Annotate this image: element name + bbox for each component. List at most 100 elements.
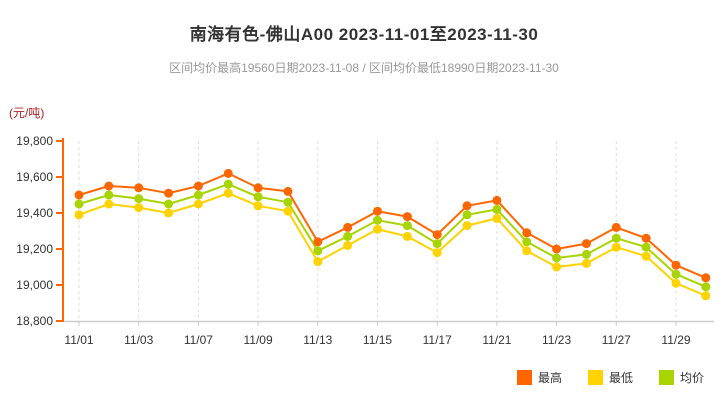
data-point-avg[interactable]	[402, 221, 412, 231]
data-point-avg[interactable]	[193, 190, 203, 200]
x-axis-label: 11/17	[423, 333, 452, 347]
x-axis-label: 11/29	[661, 333, 690, 347]
page-title: 南海有色-佛山A00 2023-11-01至2023-11-30	[189, 25, 539, 44]
data-point-avg[interactable]	[164, 199, 174, 209]
y-axis-label: 19,600	[16, 170, 53, 184]
data-point-max[interactable]	[641, 233, 651, 243]
y-axis-label: 19,800	[16, 134, 53, 148]
data-point-avg[interactable]	[432, 239, 442, 249]
data-point-avg[interactable]	[671, 269, 681, 279]
data-point-min[interactable]	[223, 188, 233, 198]
y-axis-label: 19,400	[16, 206, 53, 220]
data-point-max[interactable]	[193, 181, 203, 191]
data-point-avg[interactable]	[373, 215, 382, 225]
data-point-min[interactable]	[581, 258, 591, 268]
legend-label-avg: 均价	[679, 371, 704, 385]
chart-subtitle: 区间均价最高19560日期2023-11-08 / 区间均价最低18990日期2…	[169, 61, 559, 75]
data-point-min[interactable]	[313, 257, 323, 267]
legend-swatch-max	[516, 370, 532, 385]
legend-swatch-min	[587, 370, 603, 385]
data-point-max[interactable]	[223, 168, 233, 178]
data-point-min[interactable]	[373, 224, 382, 234]
data-point-min[interactable]	[74, 210, 84, 220]
data-point-max[interactable]	[253, 183, 263, 193]
data-point-avg[interactable]	[134, 194, 144, 204]
data-point-avg[interactable]	[283, 197, 293, 207]
data-point-min[interactable]	[492, 213, 502, 223]
x-axis-label: 11/07	[184, 333, 213, 347]
data-point-max[interactable]	[402, 212, 412, 222]
data-point-min[interactable]	[402, 231, 412, 241]
data-point-max[interactable]	[671, 260, 681, 270]
y-axis-label: 19,200	[16, 242, 53, 256]
data-point-min[interactable]	[134, 203, 144, 213]
data-point-avg[interactable]	[492, 204, 502, 214]
y-axis-label: 19,000	[16, 278, 53, 292]
series-line-avg	[78, 183, 707, 288]
data-point-min[interactable]	[611, 242, 621, 252]
data-point-max[interactable]	[283, 186, 293, 196]
data-point-min[interactable]	[641, 251, 651, 261]
data-point-min[interactable]	[432, 248, 442, 258]
data-point-max[interactable]	[74, 190, 84, 200]
x-axis-label: 11/23	[542, 333, 571, 347]
data-point-avg[interactable]	[313, 246, 323, 256]
data-point-min[interactable]	[462, 221, 472, 231]
x-axis-label: 11/13	[303, 333, 332, 347]
x-axis-label: 11/21	[482, 333, 511, 347]
data-point-min[interactable]	[552, 262, 562, 272]
legend-label-min: 最低	[608, 371, 633, 385]
data-point-avg[interactable]	[253, 192, 263, 202]
data-point-avg[interactable]	[104, 190, 114, 200]
data-point-max[interactable]	[522, 228, 532, 238]
x-axis-label: 11/09	[244, 333, 273, 347]
y-axis-unit-label: (元/吨)	[9, 106, 45, 120]
legend-label-max: 最高	[537, 371, 562, 385]
data-point-avg[interactable]	[74, 199, 84, 209]
y-axis-label: 18,800	[16, 314, 53, 328]
data-point-max[interactable]	[313, 237, 323, 247]
data-point-max[interactable]	[462, 201, 472, 211]
x-axis-label: 11/03	[124, 333, 153, 347]
chart-legend: 最高 最低 均价	[516, 369, 704, 386]
data-point-min[interactable]	[701, 291, 711, 301]
data-point-avg[interactable]	[641, 242, 651, 252]
legend-item-avg[interactable]: 均价	[658, 369, 704, 386]
data-point-max[interactable]	[552, 244, 562, 254]
data-point-avg[interactable]	[701, 282, 711, 292]
legend-item-min[interactable]: 最低	[587, 369, 633, 386]
data-point-min[interactable]	[104, 199, 114, 209]
data-point-avg[interactable]	[522, 237, 532, 247]
data-point-max[interactable]	[104, 181, 114, 191]
data-point-max[interactable]	[343, 222, 353, 232]
data-point-min[interactable]	[343, 240, 353, 250]
data-point-max[interactable]	[134, 183, 144, 193]
data-point-min[interactable]	[283, 206, 293, 216]
data-point-min[interactable]	[522, 246, 532, 256]
data-point-avg[interactable]	[552, 253, 562, 263]
data-point-max[interactable]	[701, 273, 711, 283]
data-point-max[interactable]	[492, 195, 502, 205]
data-point-min[interactable]	[671, 278, 681, 288]
data-point-min[interactable]	[164, 208, 174, 218]
data-point-min[interactable]	[253, 201, 263, 211]
legend-item-max[interactable]: 最高	[516, 369, 562, 386]
data-point-avg[interactable]	[611, 233, 621, 243]
data-point-max[interactable]	[581, 239, 591, 249]
data-point-max[interactable]	[164, 188, 174, 198]
x-axis-label: 11/01	[64, 333, 93, 347]
x-axis-label: 11/15	[363, 333, 392, 347]
data-point-avg[interactable]	[581, 249, 591, 259]
data-point-avg[interactable]	[462, 210, 472, 220]
data-point-avg[interactable]	[343, 231, 353, 241]
series-line-min	[78, 192, 707, 297]
legend-swatch-avg	[658, 370, 674, 385]
data-point-avg[interactable]	[223, 179, 233, 189]
data-point-max[interactable]	[373, 206, 382, 216]
series-line-max	[78, 172, 707, 279]
data-point-max[interactable]	[611, 222, 621, 232]
data-point-max[interactable]	[432, 230, 442, 240]
data-point-min[interactable]	[193, 199, 203, 209]
